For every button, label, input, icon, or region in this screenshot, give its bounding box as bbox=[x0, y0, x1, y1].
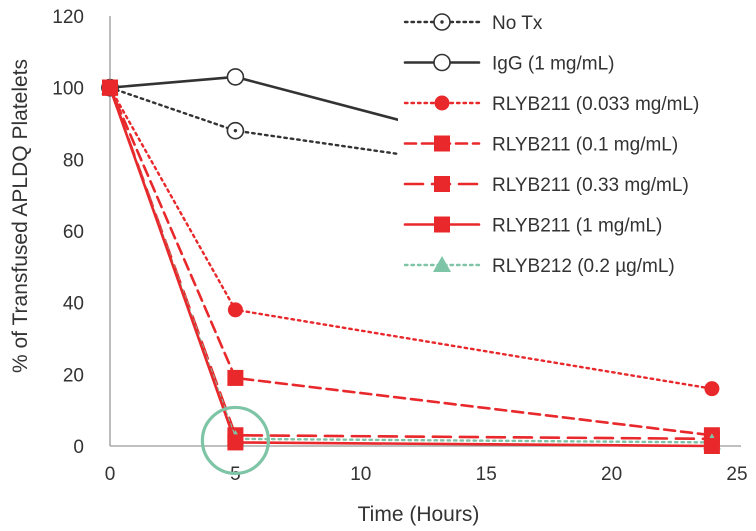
series-5 bbox=[102, 79, 720, 454]
data-point bbox=[227, 369, 244, 386]
y-tick-label: 80 bbox=[63, 150, 84, 171]
legend-swatch-marker bbox=[434, 176, 450, 192]
y-tick-label: 120 bbox=[52, 7, 84, 28]
legend-swatch-marker bbox=[433, 53, 451, 72]
legend-swatch-marker bbox=[434, 216, 450, 233]
legend-label: RLYB211 (0.1 mg/mL) bbox=[492, 135, 678, 156]
legend-item: IgG (1 mg/mL) bbox=[403, 53, 614, 75]
data-point bbox=[703, 438, 720, 454]
y-tick-label: 40 bbox=[63, 294, 84, 315]
legend-item: RLYB211 (0.033 mg/mL) bbox=[403, 94, 699, 115]
legend-item: RLYB211 (0.1 mg/mL) bbox=[403, 135, 678, 156]
legend-swatch-marker bbox=[434, 95, 450, 111]
legend-background bbox=[398, 2, 754, 298]
legend-swatch-marker bbox=[433, 256, 451, 272]
highlight-circle bbox=[200, 405, 270, 476]
y-tick-label: 100 bbox=[52, 79, 84, 100]
y-tick-label: 60 bbox=[63, 222, 84, 243]
series-layer bbox=[101, 68, 721, 454]
x-tick-label: 25 bbox=[726, 464, 747, 485]
x-axis-title: Time (Hours) bbox=[358, 503, 480, 526]
legend-label: RLYB211 (0.033 mg/mL) bbox=[492, 94, 699, 115]
legend-item: No Tx bbox=[403, 13, 543, 34]
data-point-center bbox=[233, 128, 238, 133]
x-tick-label: 10 bbox=[350, 464, 371, 485]
annotation-layer bbox=[200, 405, 270, 476]
legend-label: RLYB211 (0.33 mg/mL) bbox=[492, 175, 689, 196]
data-point bbox=[102, 79, 118, 96]
legend-item: RLYB211 (0.33 mg/mL) bbox=[403, 175, 689, 196]
data-point bbox=[704, 381, 720, 397]
legend-label: IgG (1 mg/mL) bbox=[492, 54, 614, 75]
y-tick-label: 0 bbox=[73, 437, 84, 458]
x-tick-label: 0 bbox=[105, 464, 116, 485]
legend-label: RLYB212 (0.2 µg/mL) bbox=[492, 256, 675, 277]
x-tick-label: 15 bbox=[476, 464, 497, 485]
y-tick-label: 20 bbox=[63, 365, 84, 386]
legend-swatch-marker-center bbox=[440, 20, 444, 24]
data-point bbox=[226, 68, 245, 86]
data-point bbox=[227, 302, 243, 318]
legend-item: RLYB212 (0.2 µg/mL) bbox=[403, 256, 675, 277]
y-axis-title: % of Transfused APLDQ Platelets bbox=[9, 59, 32, 373]
legend-label: RLYB211 (1 mg/mL) bbox=[492, 216, 662, 237]
data-point bbox=[227, 434, 244, 451]
legend-label: No Tx bbox=[492, 13, 543, 34]
legend: No Tx IgG (1 mg/mL) RLYB211 (0.033 mg/mL) R… bbox=[398, 2, 754, 298]
legend-swatch-marker bbox=[434, 135, 450, 152]
legend-item: RLYB211 (1 mg/mL) bbox=[403, 216, 662, 237]
x-tick-label: 20 bbox=[601, 464, 622, 485]
